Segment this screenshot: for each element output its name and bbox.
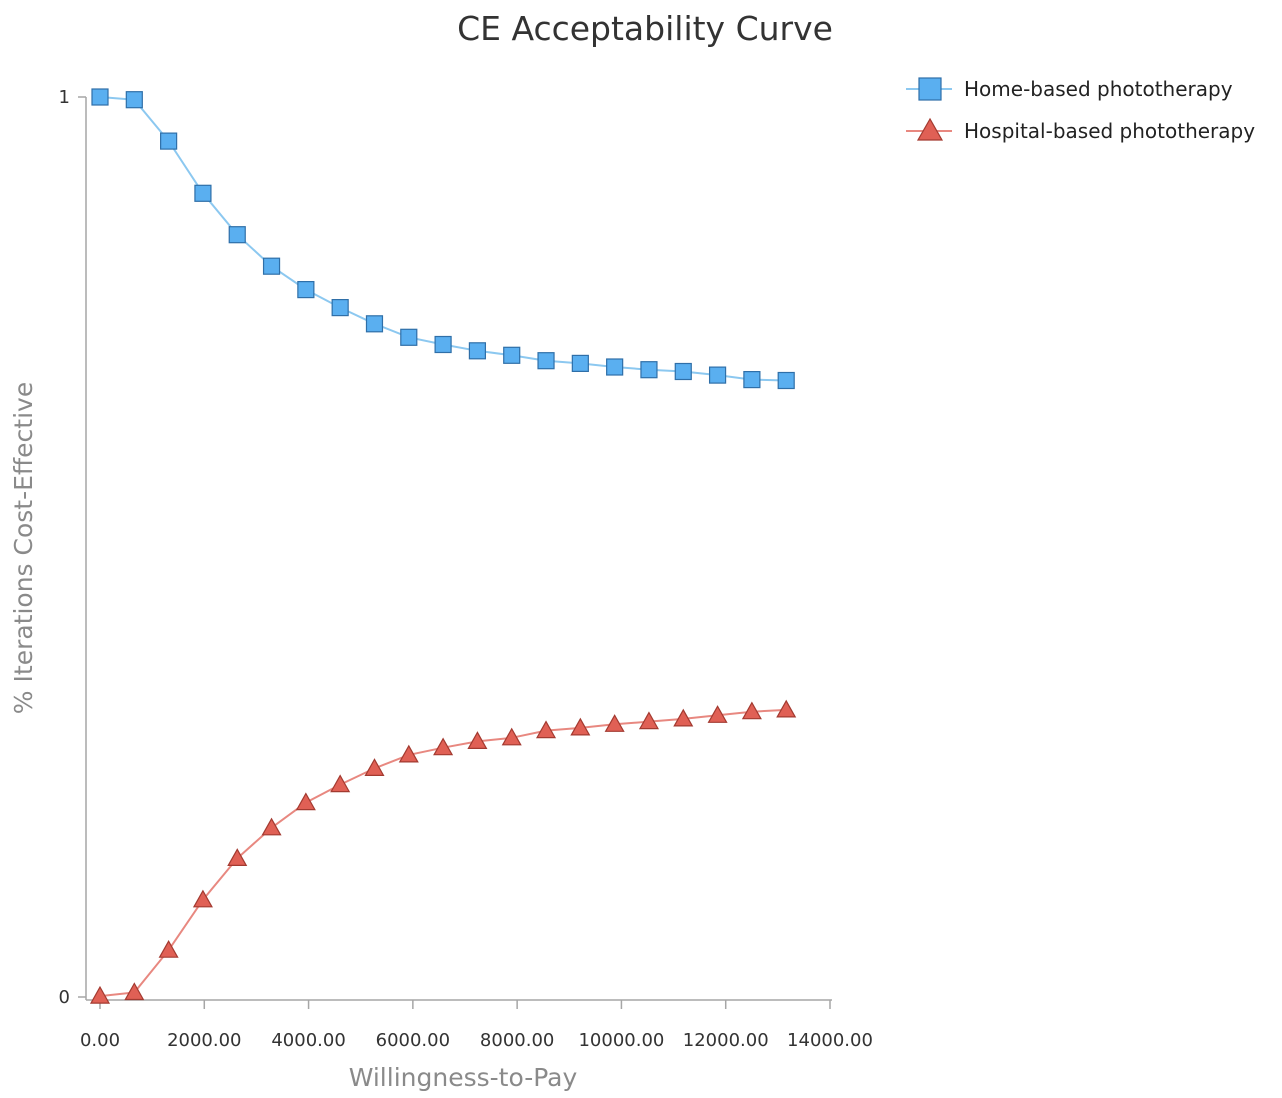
- data-point-hospital-based: [158, 939, 179, 958]
- data-point-hospital-based: [433, 737, 454, 756]
- data-point-hospital-based: [673, 708, 694, 727]
- data-point-home-based: [743, 371, 761, 389]
- data-point-home-based: [297, 281, 315, 299]
- legend-triangle-icon: [916, 117, 944, 141]
- x-tick-label: 12000.00: [683, 1030, 769, 1051]
- data-point-hospital-based: [707, 705, 728, 723]
- data-point-hospital-based: [501, 727, 522, 746]
- x-tick-label: 8000.00: [480, 1030, 554, 1051]
- data-point-home-based: [503, 346, 521, 364]
- data-point-hospital-based: [536, 720, 557, 739]
- series-home-based: [91, 88, 795, 390]
- data-point-hospital-based: [776, 699, 797, 718]
- y-tick-label: 0: [59, 987, 70, 1008]
- data-point-hospital-based: [604, 714, 625, 732]
- x-tick-label: 0.00: [80, 1030, 120, 1051]
- data-point-home-based: [125, 91, 143, 109]
- data-point-home-based: [228, 226, 246, 244]
- data-point-home-based: [331, 299, 349, 317]
- data-point-hospital-based: [741, 701, 762, 720]
- data-point-home-based: [365, 315, 384, 333]
- data-point-home-based: [708, 366, 727, 384]
- chart-title: CE Acceptability Curve: [457, 9, 833, 48]
- data-point-hospital-based: [261, 817, 282, 836]
- data-point-home-based: [606, 358, 624, 376]
- data-point-hospital-based: [638, 711, 659, 730]
- data-point-home-based: [468, 342, 487, 360]
- data-point-home-based: [571, 354, 589, 372]
- legend: Home-based phototherapy Hospital-based ph…: [906, 77, 1255, 143]
- x-tick-label: 2000.00: [167, 1030, 241, 1051]
- data-point-hospital-based: [192, 889, 213, 908]
- data-point-home-based: [91, 88, 109, 106]
- data-point-hospital-based: [364, 758, 385, 777]
- data-point-home-based: [160, 132, 178, 150]
- y-tick-label: 1: [59, 87, 70, 108]
- data-point-hospital-based: [398, 744, 419, 763]
- y-axis-ticks: 01: [59, 87, 86, 1008]
- data-point-home-based: [194, 184, 212, 202]
- data-point-hospital-based: [124, 982, 145, 1001]
- legend-label: Hospital-based phototherapy: [964, 119, 1255, 143]
- x-tick-label: 6000.00: [376, 1030, 450, 1051]
- data-point-home-based: [777, 371, 795, 390]
- legend-label: Home-based phototherapy: [964, 77, 1233, 101]
- x-tick-label: 14000.00: [787, 1030, 873, 1051]
- legend-square-icon: [918, 77, 942, 101]
- x-tick-label: 4000.00: [271, 1030, 345, 1051]
- data-point-home-based: [537, 352, 555, 370]
- data-point-home-based: [434, 335, 452, 354]
- data-point-home-based: [262, 257, 281, 275]
- plot-area: [89, 88, 797, 1004]
- legend-item-home-based: Home-based phototherapy: [906, 77, 1233, 101]
- data-point-home-based: [640, 361, 658, 379]
- data-point-hospital-based: [570, 717, 591, 736]
- series-hospital-based: [89, 699, 797, 1004]
- data-point-home-based: [674, 362, 692, 381]
- y-axis-title: % Iterations Cost-Effective: [9, 382, 38, 714]
- data-point-hospital-based: [89, 985, 111, 1004]
- x-axis-title: Willingness-to-Pay: [349, 1063, 578, 1092]
- data-point-hospital-based: [330, 774, 351, 793]
- data-point-home-based: [400, 328, 418, 346]
- legend-item-hospital-based: Hospital-based phototherapy: [906, 117, 1255, 143]
- x-axis-ticks: 0.00 2000.00 4000.00 6000.00 8000.00 10000.00…: [80, 1000, 873, 1051]
- x-tick-label: 10000.00: [578, 1030, 664, 1051]
- data-point-hospital-based: [467, 731, 488, 750]
- data-point-hospital-based: [295, 792, 316, 811]
- data-point-hospital-based: [227, 848, 248, 867]
